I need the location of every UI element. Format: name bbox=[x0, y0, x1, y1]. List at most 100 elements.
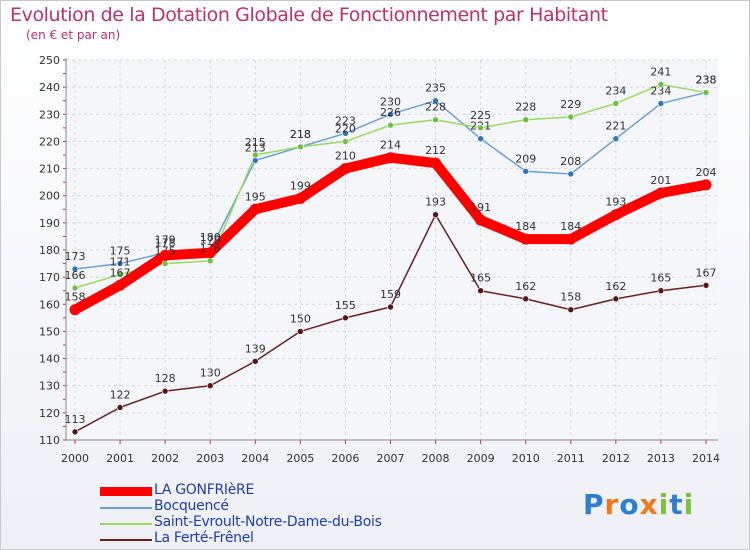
data-point bbox=[702, 89, 710, 96]
data-point bbox=[251, 357, 259, 365]
data-label: 228 bbox=[425, 101, 446, 114]
y-tick-label: 140 bbox=[39, 353, 60, 366]
x-tick-label: 2006 bbox=[331, 452, 359, 465]
data-label: 159 bbox=[380, 288, 401, 301]
x-tick-label: 2008 bbox=[422, 452, 450, 465]
legend-swatch bbox=[100, 507, 152, 509]
data-point bbox=[567, 170, 575, 178]
y-tick-label: 230 bbox=[39, 108, 60, 121]
data-label: 195 bbox=[245, 190, 266, 203]
data-point bbox=[612, 295, 620, 303]
data-point bbox=[294, 192, 306, 204]
data-label: 193 bbox=[425, 196, 446, 209]
data-label: 212 bbox=[425, 144, 446, 157]
data-label: 180 bbox=[200, 231, 221, 244]
data-point bbox=[520, 233, 532, 245]
data-label: 214 bbox=[380, 139, 401, 152]
data-label: 215 bbox=[245, 136, 266, 149]
data-label: 167 bbox=[696, 266, 717, 279]
y-tick-label: 200 bbox=[39, 190, 60, 203]
data-point bbox=[342, 129, 349, 137]
data-point bbox=[387, 110, 394, 118]
data-label: 238 bbox=[696, 74, 717, 87]
data-point bbox=[339, 163, 351, 175]
data-label: 128 bbox=[155, 372, 176, 385]
legend-label: LA GONFRIèRE bbox=[154, 482, 254, 498]
x-tick-label: 2007 bbox=[377, 452, 405, 465]
data-point bbox=[612, 100, 620, 107]
data-label: 178 bbox=[155, 236, 176, 249]
data-label: 225 bbox=[470, 109, 491, 122]
data-label: 234 bbox=[605, 84, 626, 97]
data-label: 165 bbox=[650, 272, 671, 285]
data-label: 184 bbox=[560, 220, 581, 233]
data-label: 162 bbox=[515, 280, 536, 293]
legend-swatch bbox=[100, 539, 152, 541]
data-point bbox=[116, 271, 124, 278]
data-point bbox=[251, 157, 259, 164]
data-label: 130 bbox=[200, 367, 221, 380]
x-tick-label: 2004 bbox=[241, 452, 269, 465]
y-tick-label: 250 bbox=[39, 54, 60, 67]
data-point bbox=[432, 116, 439, 124]
data-point bbox=[342, 314, 349, 322]
x-tick-label: 2000 bbox=[61, 452, 89, 465]
data-point bbox=[567, 306, 575, 314]
data-point bbox=[249, 203, 261, 215]
data-point bbox=[522, 116, 530, 124]
y-tick-label: 160 bbox=[39, 298, 60, 311]
legend-label: Saint-Evroult-Notre-Dame-du-Bois bbox=[154, 514, 382, 530]
y-tick-label: 190 bbox=[39, 217, 60, 230]
logo-letter: r bbox=[604, 488, 620, 521]
data-point bbox=[71, 428, 79, 436]
data-point bbox=[522, 167, 530, 175]
data-label: 221 bbox=[605, 120, 626, 133]
logo-letter: P bbox=[583, 488, 605, 521]
data-label: 150 bbox=[290, 312, 311, 325]
line-chart: 1101201301401501601701801902002102202302… bbox=[39, 54, 720, 465]
data-label: 234 bbox=[650, 84, 671, 97]
data-label: 193 bbox=[605, 196, 626, 209]
x-tick-label: 2014 bbox=[692, 452, 720, 465]
y-tick-label: 110 bbox=[39, 434, 60, 447]
y-tick-label: 210 bbox=[39, 163, 60, 176]
data-label: 235 bbox=[425, 82, 446, 95]
data-point bbox=[655, 187, 667, 199]
data-label: 201 bbox=[650, 174, 671, 187]
data-point bbox=[565, 233, 577, 245]
data-label: 165 bbox=[470, 272, 491, 285]
logo-letter: o bbox=[619, 488, 640, 521]
chart-title: Evolution de la Dotation Globale de Fonc… bbox=[10, 4, 608, 26]
data-point bbox=[477, 287, 484, 295]
data-label: 155 bbox=[335, 299, 356, 312]
data-point bbox=[432, 211, 439, 219]
y-tick-label: 150 bbox=[39, 325, 60, 338]
data-label: 199 bbox=[290, 179, 311, 192]
y-tick-label: 120 bbox=[39, 407, 60, 420]
data-point bbox=[477, 135, 484, 143]
data-point bbox=[702, 281, 710, 289]
data-point bbox=[251, 151, 259, 159]
x-tick-label: 2012 bbox=[602, 452, 630, 465]
data-point bbox=[71, 284, 79, 292]
data-point bbox=[161, 387, 169, 395]
x-tick-label: 2010 bbox=[512, 452, 540, 465]
x-tick-label: 2013 bbox=[647, 452, 675, 465]
data-label: 179 bbox=[155, 234, 176, 247]
chart-subtitle: (en € et par an) bbox=[26, 28, 121, 42]
x-tick-label: 2003 bbox=[196, 452, 224, 465]
data-label: 213 bbox=[245, 141, 266, 154]
data-point bbox=[342, 138, 349, 145]
data-point bbox=[116, 404, 124, 411]
data-label: 158 bbox=[560, 291, 581, 304]
data-label: 175 bbox=[110, 245, 131, 258]
data-point bbox=[204, 247, 216, 259]
y-tick-label: 240 bbox=[39, 81, 60, 94]
legend-swatch bbox=[100, 523, 152, 525]
data-label: 171 bbox=[110, 255, 131, 268]
data-point bbox=[477, 124, 484, 132]
data-label: 166 bbox=[65, 269, 86, 282]
y-tick-label: 220 bbox=[39, 135, 60, 148]
data-label: 179 bbox=[200, 234, 221, 247]
data-point bbox=[159, 249, 171, 261]
